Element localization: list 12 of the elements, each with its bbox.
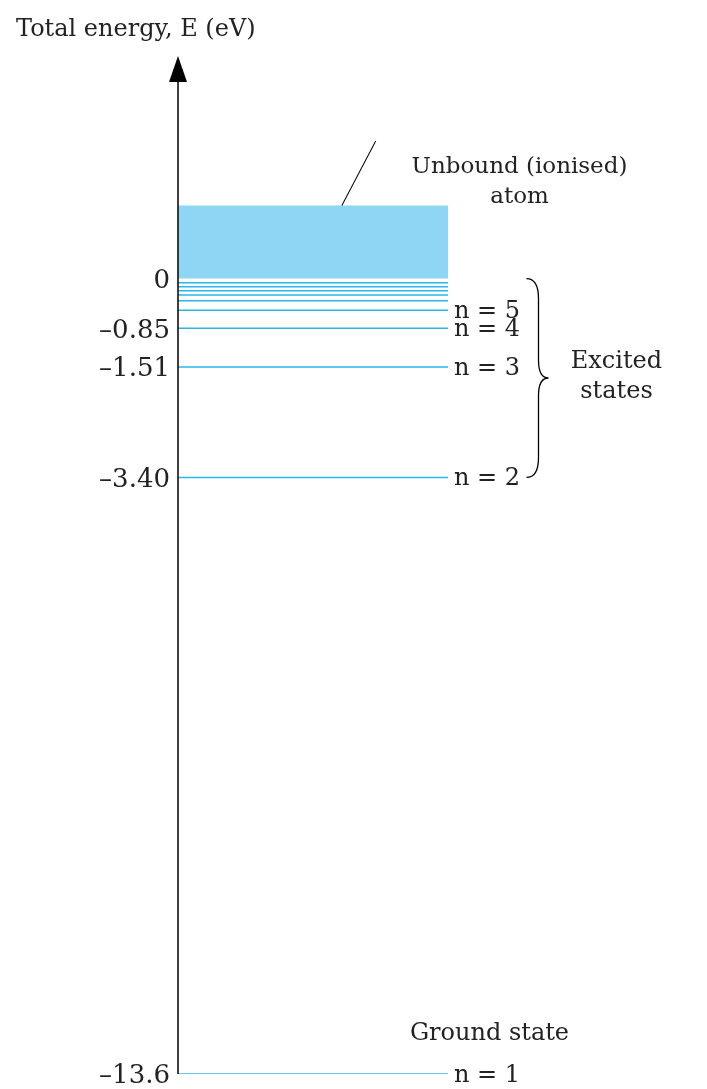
series-label: n = 3 — [454, 352, 521, 381]
y-tick-label: –3.40 — [99, 462, 170, 493]
annotation: Ground state — [409, 1018, 570, 1046]
series-label: n = 2 — [454, 463, 521, 492]
y-axis-title: Total energy, E (eV) — [16, 14, 256, 42]
y-tick-label: –13.6 — [99, 1059, 170, 1089]
series-label: n = 1 — [454, 1060, 521, 1088]
y-tick-label: –1.51 — [99, 352, 170, 383]
band-label: Unbound (ionised) atom — [411, 152, 628, 209]
y-tick-label: 0 — [153, 263, 170, 294]
text: Excited states — [570, 345, 663, 404]
y-tick-label: –0.85 — [99, 313, 170, 344]
